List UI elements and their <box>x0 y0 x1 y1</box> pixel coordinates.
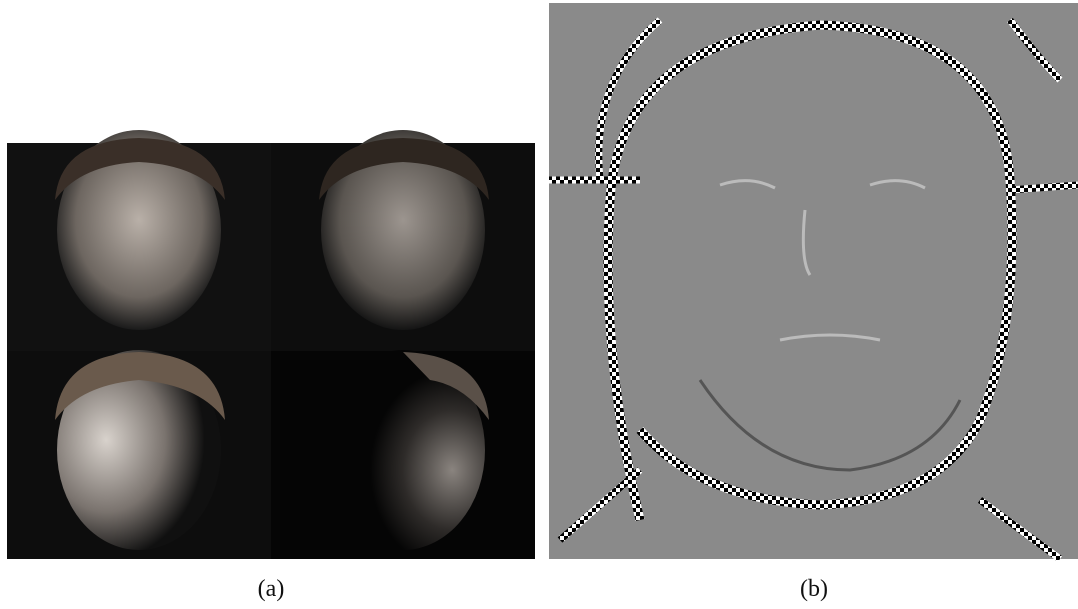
panel-a-image <box>7 130 535 559</box>
figure <box>0 0 1078 570</box>
panel-label: (a) <box>231 576 311 603</box>
panel-label: (b) <box>774 576 854 603</box>
panel-b-image <box>549 3 1078 559</box>
figure-page: (a) (b) (() => { const data = JSON.parse… <box>0 0 1078 609</box>
